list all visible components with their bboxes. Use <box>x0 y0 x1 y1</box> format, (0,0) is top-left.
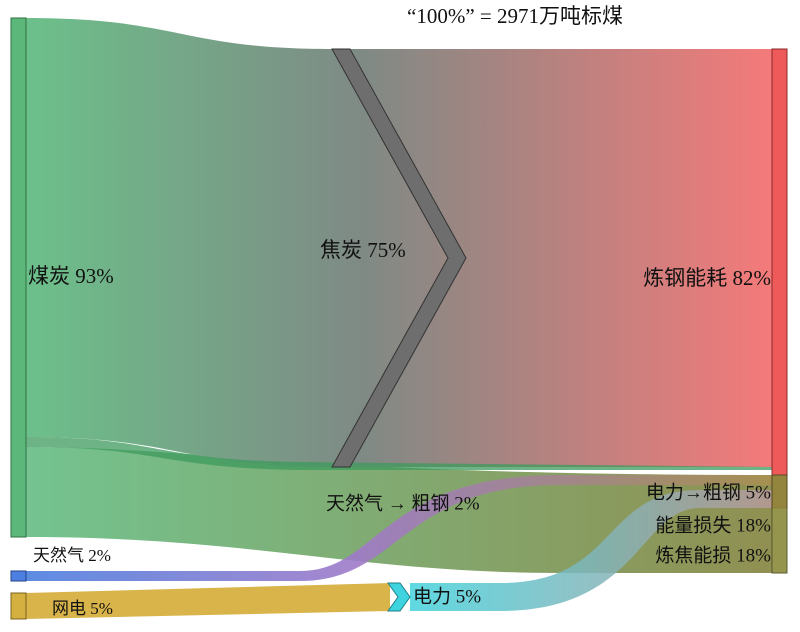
node-label: 电力→粗钢 5% <box>646 481 771 503</box>
node-label: 能量损失 18% <box>655 514 771 536</box>
flow-grid <box>26 583 390 619</box>
node-coke <box>331 48 467 468</box>
node-steel <box>771 48 788 509</box>
node-coal <box>10 17 27 538</box>
node-label: 电力 5% <box>413 585 481 607</box>
node-label: 网电 5% <box>52 599 113 618</box>
node-loss <box>771 474 788 574</box>
node-label: 炼钢能耗 82% <box>643 266 771 290</box>
flow-elec <box>410 490 772 611</box>
flow-coal-steel <box>26 437 772 470</box>
node-label: 炼焦能损 18% <box>655 544 771 566</box>
title: “100%” = 2971万吨标煤 <box>407 4 623 28</box>
node-label: 煤炭 93% <box>28 264 114 288</box>
flow-main <box>26 18 772 467</box>
node-elec <box>387 582 411 612</box>
node-label: 天然气 → 粗钢 2% <box>326 492 480 514</box>
node-label: 天然气 2% <box>33 546 111 565</box>
flow-gas <box>26 475 772 581</box>
node-grid <box>10 592 27 620</box>
node-label: 焦炭 75% <box>320 238 406 262</box>
node-gas <box>10 570 27 582</box>
